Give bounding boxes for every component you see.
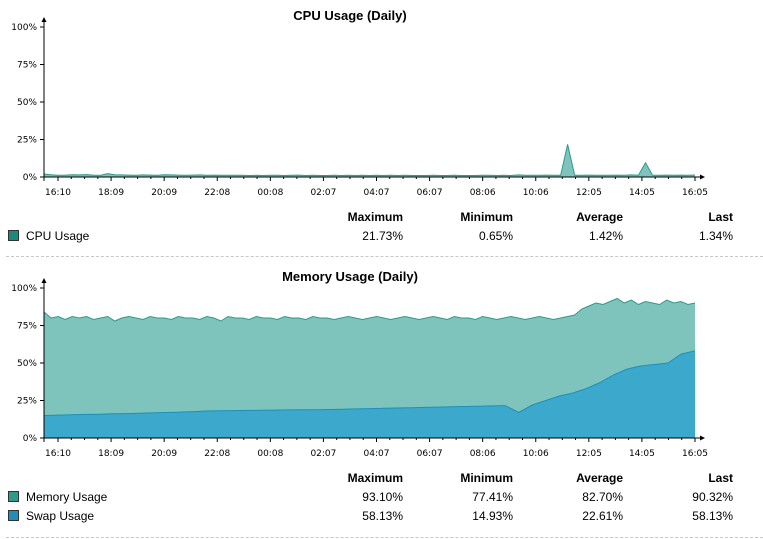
y-tick-label: 0% xyxy=(23,173,38,183)
header-average: Average xyxy=(576,210,623,224)
legend-memory-usage: Memory Usage xyxy=(26,490,108,504)
series-line-cpu-usage xyxy=(43,144,696,177)
cpu-average-value: 1.42% xyxy=(588,229,623,243)
header-minimum: Minimum xyxy=(460,471,513,485)
y-tick-label: 50% xyxy=(17,359,37,369)
x-tick-label: 22:08 xyxy=(204,188,230,198)
header-average: Average xyxy=(576,471,623,485)
header-maximum: Maximum xyxy=(347,471,403,485)
x-axis-arrow xyxy=(700,174,705,180)
series-line-memory-usage xyxy=(43,297,696,322)
y-tick-label: 100% xyxy=(11,284,37,294)
y-tick-label: 75% xyxy=(17,322,37,332)
swap-average-value: 22.61% xyxy=(582,509,623,523)
series-area-swap-usage xyxy=(44,350,695,438)
x-tick-label: 14:05 xyxy=(629,188,655,198)
x-tick-label: 16:10 xyxy=(45,449,71,459)
memory-last-value: 90.32% xyxy=(692,490,733,504)
legend-cpu-usage: CPU Usage xyxy=(26,229,90,243)
memory-chart-title: Memory Usage (Daily) xyxy=(282,269,418,284)
legend-swap-usage: Swap Usage xyxy=(26,509,95,523)
cpu-maximum-value: 21.73% xyxy=(362,229,403,243)
x-tick-label: 04:07 xyxy=(364,188,390,198)
x-tick-label: 22:08 xyxy=(204,449,230,459)
cpu-last-value: 1.34% xyxy=(698,229,733,243)
memory-usage-panel: Memory Usage (Daily) 0% 25% 50% 75% 100% 16:1… xyxy=(0,260,763,539)
panel-divider xyxy=(6,256,763,257)
header-last: Last xyxy=(708,471,733,485)
y-axis-arrow xyxy=(41,278,47,283)
x-tick-label: 12:05 xyxy=(576,449,602,459)
x-tick-label: 20:09 xyxy=(151,449,177,459)
header-minimum: Minimum xyxy=(460,210,513,224)
x-tick-label: 04:07 xyxy=(364,449,390,459)
x-tick-label: 10:06 xyxy=(523,188,549,198)
series-line-swap-usage xyxy=(43,350,696,416)
header-maximum: Maximum xyxy=(347,210,403,224)
x-tick-label: 18:09 xyxy=(98,188,124,198)
cpu-usage-panel: CPU Usage (Daily) 0% 25% 50% 75% 100% 16:10 18… xyxy=(0,0,763,258)
x-tick-label: 18:09 xyxy=(98,449,124,459)
memory-minimum-value: 77.41% xyxy=(472,490,513,504)
header-last: Last xyxy=(708,210,733,224)
cpu-chart: 0% 25% 50% 75% 100% 16:10 18:09 20:09 22:08 00:08… xyxy=(11,17,708,198)
x-tick-label: 02:07 xyxy=(310,449,336,459)
swap-minimum-value: 14.93% xyxy=(472,509,513,523)
x-tick-label: 16:10 xyxy=(45,188,71,198)
x-tick-label: 14:05 xyxy=(629,449,655,459)
panel-divider xyxy=(6,537,763,538)
swap-maximum-value: 58.13% xyxy=(362,509,403,523)
y-tick-label: 0% xyxy=(23,434,38,444)
memory-maximum-value: 93.10% xyxy=(362,490,403,504)
y-tick-label: 25% xyxy=(17,136,37,146)
swap-last-value: 58.13% xyxy=(692,509,733,523)
memory-average-value: 82.70% xyxy=(582,490,623,504)
swap-usage-legend-swatch xyxy=(8,510,19,521)
series-area-cpu-usage xyxy=(44,144,695,177)
y-tick-label: 75% xyxy=(17,61,37,71)
x-tick-label: 02:07 xyxy=(310,188,336,198)
x-tick-label: 20:09 xyxy=(151,188,177,198)
y-axis-arrow xyxy=(41,17,47,22)
x-tick-label: 08:06 xyxy=(470,449,496,459)
x-axis-arrow xyxy=(700,435,705,441)
memory-usage-legend-swatch xyxy=(8,491,19,502)
x-tick-label: 16:05 xyxy=(682,188,708,198)
series-area-memory-usage xyxy=(44,298,695,438)
x-tick-label: 08:06 xyxy=(470,188,496,198)
x-tick-label: 12:05 xyxy=(576,188,602,198)
x-tick-label: 10:06 xyxy=(523,449,549,459)
x-tick-label: 00:08 xyxy=(257,188,283,198)
x-tick-label: 16:05 xyxy=(682,449,708,459)
x-tick-label: 00:08 xyxy=(257,449,283,459)
y-tick-label: 25% xyxy=(17,397,37,407)
memory-chart: 0% 25% 50% 75% 100% 16:10 18:09 20:09 22:08 00:08… xyxy=(11,278,708,459)
y-tick-label: 50% xyxy=(17,98,37,108)
cpu-minimum-value: 0.65% xyxy=(478,229,513,243)
y-tick-label: 100% xyxy=(11,23,37,33)
cpu-chart-title: CPU Usage (Daily) xyxy=(293,8,407,23)
x-tick-label: 06:07 xyxy=(417,188,443,198)
cpu-usage-legend-swatch xyxy=(8,230,19,241)
x-tick-label: 06:07 xyxy=(417,449,443,459)
